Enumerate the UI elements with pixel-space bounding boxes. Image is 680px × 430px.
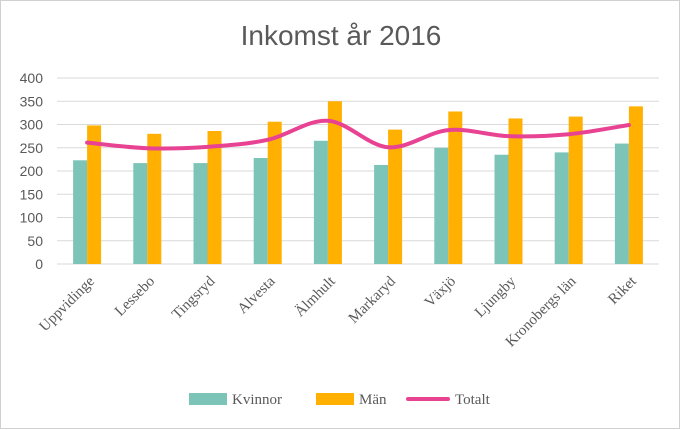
x-tick-label: Riket	[605, 273, 640, 308]
x-tick-label: Uppvidinge	[37, 273, 99, 335]
y-tick-label: 400	[20, 70, 44, 86]
legend-label-män: Män	[359, 392, 387, 408]
x-tick-label: Växjö	[422, 274, 459, 311]
x-tick-label: Markaryd	[346, 273, 399, 326]
bar-kvinnor	[555, 152, 569, 264]
y-tick-label: 250	[20, 140, 44, 156]
bar-kvinnor	[495, 155, 509, 264]
bar-kvinnor	[314, 141, 328, 264]
y-tick-label: 50	[27, 233, 43, 249]
legend-swatch-kvinnor	[189, 393, 227, 405]
y-tick-label: 300	[20, 117, 44, 133]
y-tick-label: 350	[20, 93, 44, 109]
y-axis-ticks: 0 50 100 150 200 250 300 350 400	[20, 70, 44, 272]
legend: Kvinnor Män Totalt	[189, 392, 491, 408]
bar-kvinnor	[133, 163, 147, 264]
bar-kvinnor	[73, 160, 87, 264]
legend-label-kvinnor: Kvinnor	[232, 392, 282, 408]
bar-män	[569, 117, 583, 264]
legend-swatch-män	[316, 393, 354, 405]
bars	[73, 101, 643, 264]
bar-män	[268, 122, 282, 264]
bar-kvinnor	[434, 148, 448, 264]
x-tick-label: Tingsryd	[169, 273, 219, 323]
bar-kvinnor	[254, 158, 268, 264]
chart-title: Inkomst år 2016	[241, 20, 442, 51]
bar-män	[208, 131, 222, 264]
y-tick-label: 200	[20, 163, 44, 179]
x-tick-label: Alvesta	[235, 273, 279, 317]
bar-män	[87, 125, 101, 264]
bar-kvinnor	[374, 165, 388, 264]
legend-label-totalt: Totalt	[455, 392, 491, 408]
bar-män	[509, 118, 523, 264]
y-tick-label: 0	[35, 256, 43, 272]
y-tick-label: 100	[20, 210, 44, 226]
y-tick-label: 150	[20, 186, 44, 202]
bar-män	[147, 134, 161, 264]
bar-kvinnor	[615, 144, 629, 264]
x-tick-label: Ljungby	[472, 273, 520, 321]
bar-män	[448, 111, 462, 264]
bar-män	[629, 106, 643, 264]
x-tick-label: Lessebo	[112, 274, 158, 320]
x-tick-label: Älmhult	[291, 272, 339, 320]
bar-kvinnor	[194, 163, 208, 264]
bar-män	[388, 130, 402, 264]
